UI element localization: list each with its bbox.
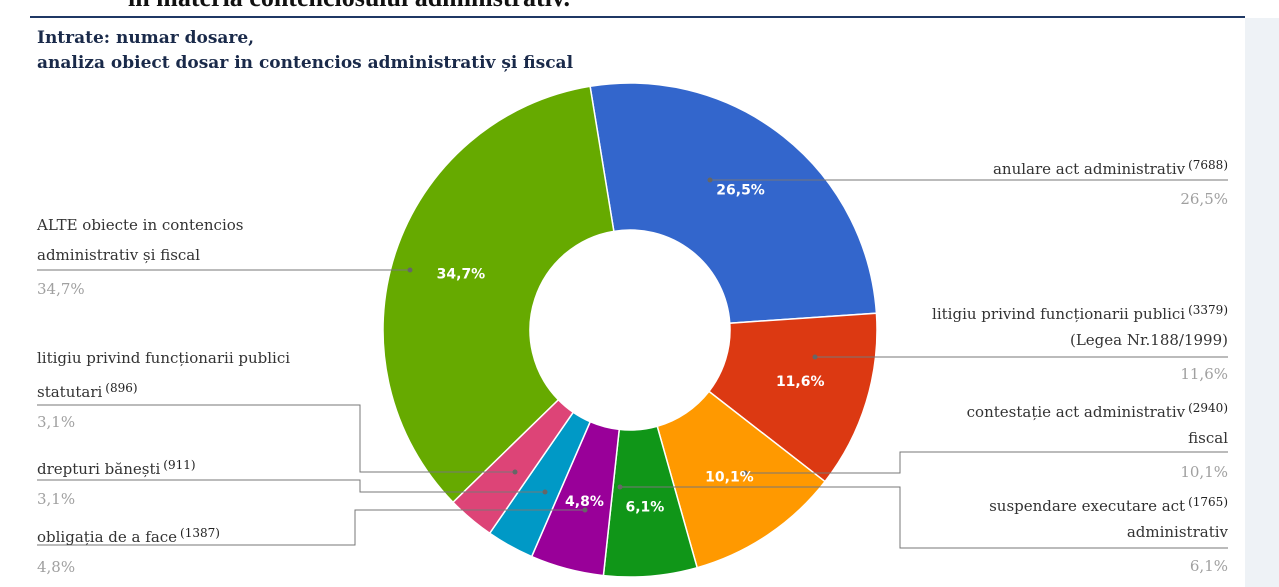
- leader-dot: [742, 470, 748, 476]
- category-name: ALTE obiecte in contencios: [37, 216, 244, 234]
- category-name: contestație act administrativ: [966, 403, 1186, 421]
- case-count: (911): [163, 458, 196, 472]
- percent-label: 4,8%: [37, 558, 76, 576]
- percent-label: 26,5%: [1180, 190, 1228, 208]
- label-line: suspendare executare act (1765): [989, 487, 1228, 517]
- label-line: litigiu privind funcționarii publici: [37, 343, 290, 373]
- inner-percent: 34,7%: [437, 266, 486, 282]
- label-line: administrativ și fiscal: [37, 240, 243, 270]
- label-line: ALTE obiecte in contencios: [37, 210, 243, 240]
- chart-title: Intrate: numar dosare,: [37, 28, 255, 48]
- percent-label: 3,1%: [37, 490, 76, 508]
- case-count: (1765): [1188, 495, 1228, 509]
- percent-label: 6,1%: [1189, 557, 1228, 575]
- slice-label: drepturi bănești (911) 3,1%: [37, 450, 196, 514]
- slice-label: litigiu privind funcționarii publici stat…: [37, 343, 290, 437]
- leader-dot: [582, 507, 588, 513]
- inner-percent: 26,5%: [716, 183, 765, 199]
- category-name: drepturi bănești: [37, 460, 161, 478]
- inner-percent: 10,1%: [705, 470, 754, 486]
- category-name: suspendare executare act: [989, 497, 1186, 515]
- label-line: drepturi bănești (911): [37, 450, 196, 480]
- leader-dot: [617, 484, 623, 490]
- slice-label: anulare act administrativ (7688) 26,5%: [993, 150, 1228, 214]
- percent-label: 11,6%: [1180, 365, 1228, 383]
- category-name: fiscal: [1188, 429, 1228, 447]
- case-count: (2940): [1188, 401, 1228, 415]
- header-rule: [30, 16, 1245, 18]
- leader-dot: [512, 469, 518, 475]
- leader-dot: [707, 177, 713, 183]
- leader-line: [37, 404, 515, 473]
- percent-label: 34,7%: [37, 280, 85, 298]
- category-name: obligația de a face: [37, 528, 178, 546]
- label-line: administrativ: [989, 517, 1228, 547]
- leader-line: [37, 479, 545, 493]
- label-line: obligația de a face (1387): [37, 518, 220, 548]
- category-name: anulare act administrativ: [992, 160, 1186, 178]
- leader-dot: [812, 354, 818, 360]
- leader-dot: [542, 489, 548, 495]
- chart-subtitle: analiza obiect dosar in contencios admin…: [37, 53, 574, 73]
- side-strip: [1245, 18, 1279, 587]
- percent-label: 3,1%: [37, 413, 76, 431]
- case-count: (3379): [1188, 303, 1228, 317]
- leader-dot: [407, 267, 413, 273]
- header-fragment: in materia contenciosului administrativ.: [128, 0, 570, 13]
- label-line: (Legea Nr.188/1999): [932, 325, 1228, 355]
- label-line: fiscal: [967, 423, 1228, 453]
- donut-slice: [382, 85, 615, 504]
- case-count: (896): [105, 381, 138, 395]
- category-name: statutari: [37, 383, 103, 401]
- slices: [382, 82, 878, 578]
- category-name: administrativ: [1126, 523, 1228, 541]
- case-count: (1387): [180, 526, 220, 540]
- inner-percent: 6,1%: [625, 499, 664, 515]
- category-name: litigiu privind funcționarii publici: [37, 349, 291, 367]
- category-name: administrativ și fiscal: [37, 246, 201, 264]
- case-count: (7688): [1188, 158, 1228, 172]
- leader-line: [745, 451, 1228, 474]
- label-line: statutari (896): [37, 373, 290, 403]
- inner-percent: 11,6%: [776, 374, 825, 390]
- donut-slice: [707, 312, 878, 483]
- label-line: anulare act administrativ (7688): [993, 150, 1228, 180]
- leader-line: [620, 486, 1228, 549]
- donut-slice: [589, 82, 878, 324]
- category-name: (Legea Nr.188/1999): [1069, 331, 1228, 349]
- leader-line: [37, 509, 585, 546]
- label-line: litigiu privind funcționarii publici (337…: [932, 295, 1228, 325]
- category-name: litigiu privind funcționarii publici: [932, 305, 1186, 323]
- slice-label: suspendare executare act (1765) administra…: [989, 487, 1228, 581]
- slice-label: contestație act administrativ (2940) fisca…: [967, 393, 1228, 487]
- percent-label: 10,1%: [1180, 463, 1228, 481]
- slice-label: litigiu privind funcționarii publici (337…: [932, 295, 1228, 389]
- label-line: contestație act administrativ (2940): [967, 393, 1228, 423]
- slice-label: ALTE obiecte in contencios administrativ …: [37, 210, 243, 304]
- inner-percent: 4,8%: [565, 494, 604, 510]
- slice-label: obligația de a face (1387) 4,8%: [37, 518, 220, 582]
